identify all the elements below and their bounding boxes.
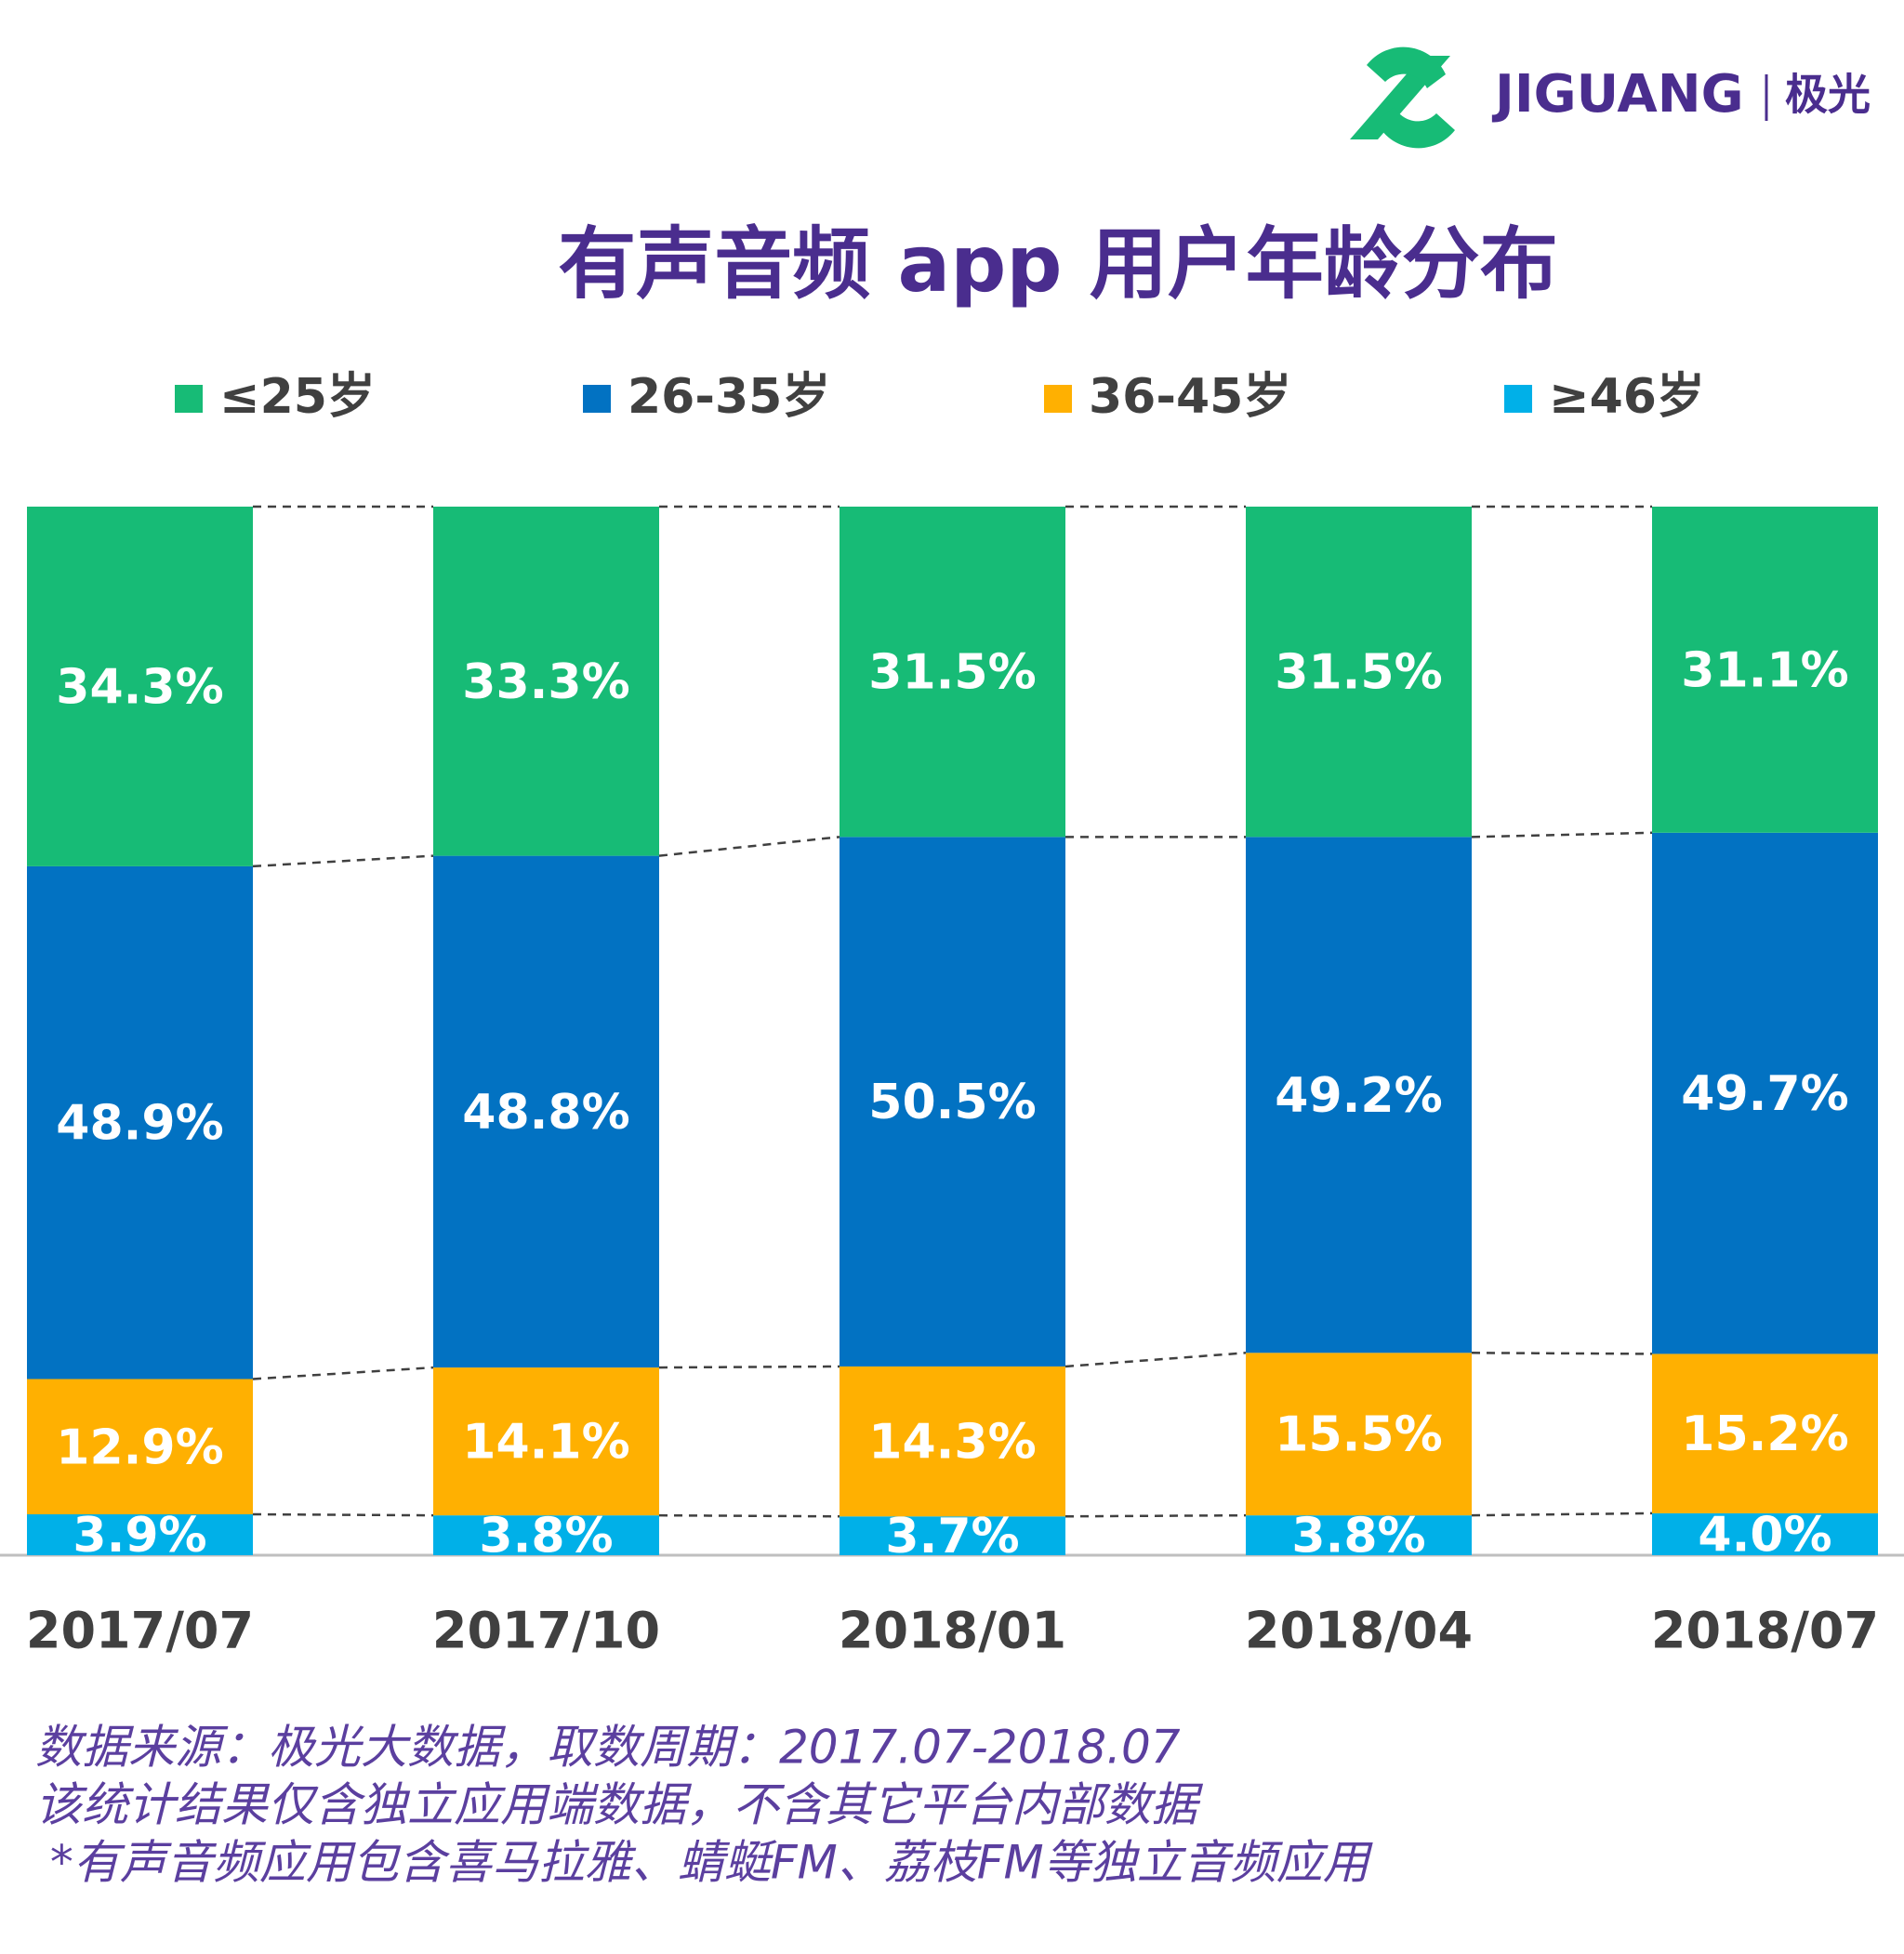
value-label: 31.5% [1275,645,1442,701]
bar-segment [840,507,1065,838]
bar-segment [1246,507,1472,838]
bar-segment [1246,837,1472,1353]
connector [658,1365,840,1369]
value-label: 49.2% [1275,1068,1442,1124]
legend-label: ≥46岁 [1549,369,1705,425]
bar-segment [433,855,659,1368]
connector [1471,1512,1653,1517]
value-label: 48.9% [56,1096,223,1152]
connector [1064,1513,1247,1518]
value-label: 33.3% [462,654,629,710]
bar-segment [1246,1353,1472,1516]
value-label: 3.8% [1291,1509,1425,1565]
legend-swatch [175,385,203,413]
plot: 3.9% 12.9% 48.9% 34.3% 3.8% 14.1% 48.8% 33.3% 3.… [27,507,1878,1565]
value-label: 4.0% [1698,1507,1831,1563]
x-tick-label: 2018/01 [839,1602,1066,1660]
connector [1471,831,1653,838]
connector [1064,1352,1247,1368]
logo-icon [1350,46,1455,149]
brand-name: JIGUANG [1491,64,1744,125]
bar-segment [1652,507,1878,833]
bar-segment [27,1379,253,1515]
legend-label: ≤25岁 [219,369,376,425]
bar-segment [1246,1515,1472,1555]
value-label: 50.5% [868,1075,1036,1130]
connector [658,1513,840,1518]
legend-swatch [1504,385,1532,413]
note: 数据来源：极光大数据，取数周期：2017.07-2018.07 [35,1721,1181,1775]
legend-label: 26-35岁 [628,369,830,425]
bar-segment [1652,1512,1878,1555]
legend-swatch [583,385,611,413]
bar-segment [433,1367,659,1516]
x-tick-label: 2018/04 [1245,1602,1473,1660]
value-label: 31.5% [868,645,1036,701]
value-label: 15.5% [1275,1407,1442,1463]
x-tick-label: 2018/07 [1651,1602,1879,1660]
connector [658,836,840,857]
note: 该统计结果仅含独立应用端数据，不含其它平台内部数据 [35,1778,1204,1832]
value-label: 31.1% [1681,642,1848,698]
value-label: 12.9% [56,1419,223,1475]
value-label: 3.7% [885,1509,1019,1565]
x-tick-label: 2017/10 [432,1602,660,1660]
bar-segment [840,837,1065,1366]
connector [252,1512,434,1517]
value-label: 3.8% [479,1509,613,1565]
bar-segment [27,507,253,866]
chart-title: 有声音频 app 用户年龄分布 [558,218,1557,310]
legend-label: 36-45岁 [1089,369,1291,425]
value-label: 14.1% [462,1415,629,1471]
connector [252,854,434,868]
value-label: 3.9% [73,1508,206,1564]
bar-segment [433,1515,659,1555]
connector [252,1366,434,1380]
brand-cn: 极光 [1785,70,1871,120]
value-label: 14.3% [868,1415,1036,1471]
legend-swatch [1044,385,1072,413]
note: *有声音频应用包含喜马拉雅、蜻蜓FM、荔枝FM等独立音频应用 [35,1836,1373,1890]
bar-segment [1652,1353,1878,1513]
bar-segment [840,1516,1065,1555]
bar-segment [27,1514,253,1555]
value-label: 48.8% [462,1085,629,1141]
value-label: 49.7% [1681,1066,1848,1122]
x-tick-label: 2017/07 [26,1602,254,1660]
bar-segment [840,1366,1065,1517]
bar-segment [433,507,659,856]
bar-segment [1652,832,1878,1354]
value-label: 34.3% [56,659,223,715]
bar-segment [27,865,253,1380]
value-label: 15.2% [1681,1406,1848,1462]
